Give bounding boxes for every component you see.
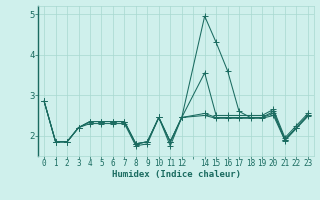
X-axis label: Humidex (Indice chaleur): Humidex (Indice chaleur) — [111, 170, 241, 179]
